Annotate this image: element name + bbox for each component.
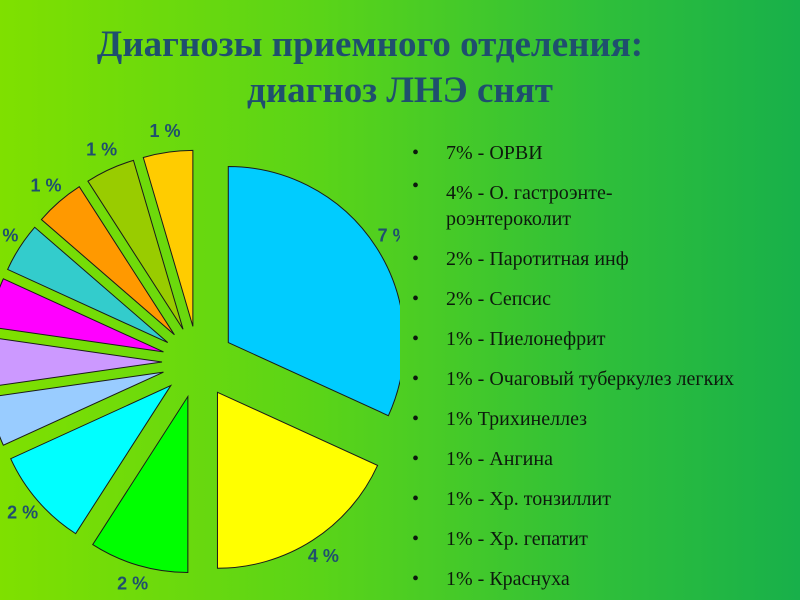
- data-label: 1 %: [86, 140, 117, 160]
- pie-slice: [40, 186, 175, 336]
- data-label: 7 %: [378, 225, 400, 245]
- legend-item-text: 2% - Паротитная инф: [446, 248, 629, 270]
- pie-chart: 7 %4 %2 %2 %1 %1 %1 %1 %1 %1 %1 %: [0, 121, 400, 593]
- legend-item-text: 1% - Хр. тонзиллит: [446, 488, 611, 510]
- pie-slice: [87, 159, 184, 330]
- pie-slice: [0, 338, 163, 386]
- data-label: 1 %: [149, 121, 180, 141]
- pie-slice: [227, 166, 400, 417]
- legend-item-text: 1% - Краснуха: [446, 568, 570, 590]
- bullet-icon: •: [412, 488, 420, 510]
- legend-item-text: 7% - ОРВИ: [446, 142, 543, 164]
- bullet-icon: •: [412, 448, 420, 470]
- data-label: 2 %: [117, 573, 148, 593]
- legend-item: • 2% - Сепсис: [412, 279, 734, 319]
- pie-slice: [6, 226, 169, 343]
- pie-slice: [142, 149, 194, 327]
- page-title: Диагнозы приемного отделения: диагноз ЛН…: [0, 22, 800, 114]
- bullet-icon: •: [412, 328, 420, 350]
- legend-item: • 4% - О. гастроэнте-роэнтероколит: [412, 173, 734, 239]
- legend-item-text: 1% - Пиелонефрит: [446, 328, 606, 350]
- data-label: 1 %: [31, 175, 62, 195]
- legend-item-text: 4% - О. гастроэнте-: [446, 182, 613, 204]
- data-label: 2 %: [7, 503, 38, 523]
- pie-slice: [216, 391, 379, 569]
- legend-item-text: 1% - Ангина: [446, 448, 553, 470]
- data-label: 1 %: [0, 225, 18, 245]
- bullet-icon: •: [412, 248, 420, 270]
- pie-slice: [0, 371, 164, 446]
- legend-item: • 1% - Пиелонефрит: [412, 319, 734, 359]
- bullet-icon: •: [412, 175, 420, 197]
- legend-item-text: 2% - Сепсис: [446, 288, 551, 310]
- bullet-icon: •: [412, 368, 420, 390]
- legend-item: • 1% - Хр. гепатит: [412, 519, 734, 559]
- legend-list: • 7% - ОРВИ • 4% - О. гастроэнте-роэнтероко…: [412, 133, 734, 599]
- legend-item: • 7% - ОРВИ: [412, 133, 734, 173]
- legend-item: • 1% - Ангина: [412, 439, 734, 479]
- legend-item: • 1% Трихинеллез: [412, 399, 734, 439]
- title-line-1: Диагнозы приемного отделения:: [96, 24, 644, 65]
- bullet-icon: •: [412, 408, 420, 430]
- legend-item: • 1% - Хр. тонзиллит: [412, 479, 734, 519]
- legend-item: • 1% - Очаговый туберкулез легких: [412, 359, 734, 399]
- legend-item-text: 1% - Очаговый туберкулез легких: [446, 368, 735, 390]
- legend-item-text: 1% Трихинеллез: [446, 408, 588, 430]
- pie-slice: [10, 384, 173, 535]
- pie-slice: [0, 278, 164, 353]
- bullet-icon: •: [412, 568, 420, 590]
- pie-slice: [92, 394, 189, 574]
- bullet-icon: •: [412, 288, 420, 310]
- legend-item: • 1% - Краснуха: [412, 559, 734, 599]
- bullet-icon: •: [412, 142, 420, 164]
- bullet-icon: •: [412, 528, 420, 550]
- title-line-2: диагноз ЛНЭ снят: [247, 70, 553, 111]
- legend-item-text: 1% - Хр. гепатит: [446, 528, 588, 550]
- legend-item-text-continued: роэнтероколит: [446, 208, 572, 230]
- data-label: 4 %: [308, 546, 339, 566]
- legend-item: • 2% - Паротитная инф: [412, 239, 734, 279]
